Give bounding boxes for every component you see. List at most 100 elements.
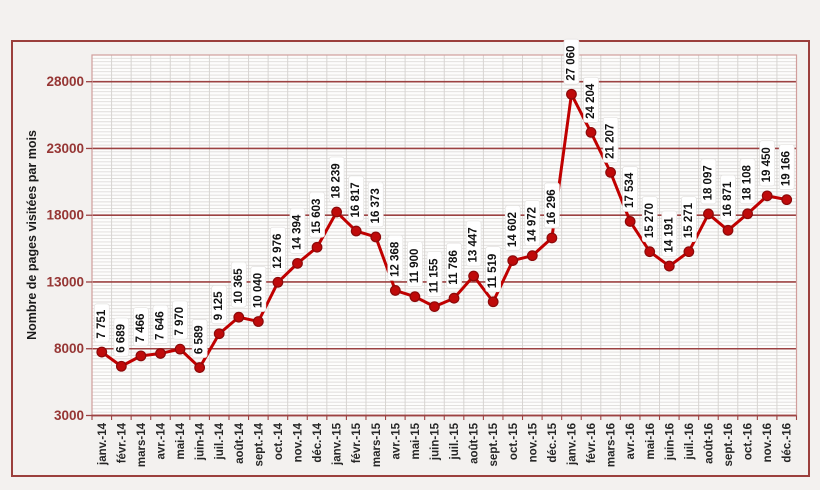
data-label-box xyxy=(387,234,404,281)
data-label-box xyxy=(720,174,736,221)
data-label: 12 368 xyxy=(389,241,401,277)
data-point xyxy=(252,316,264,327)
x-tick-label: sept.-15 xyxy=(488,422,500,466)
data-label: 16 296 xyxy=(546,189,558,224)
x-tick-label: déc.-16 xyxy=(782,423,794,463)
x-tick-label: mars-15 xyxy=(371,422,383,467)
data-label-box xyxy=(172,300,188,340)
data-label-box xyxy=(504,205,521,251)
data-point xyxy=(174,343,186,355)
data-label: 15 271 xyxy=(683,202,695,238)
data-label: 10 040 xyxy=(252,273,264,308)
data-point xyxy=(585,126,597,138)
x-tick-label: sept.-14 xyxy=(253,422,265,466)
x-tick-label: juil.-15 xyxy=(449,422,461,460)
data-label: 11 786 xyxy=(448,250,460,285)
data-point xyxy=(389,285,401,296)
data-label: 16 871 xyxy=(722,181,734,217)
data-label-box xyxy=(191,319,208,358)
data-label-box xyxy=(270,226,286,273)
data-point xyxy=(663,260,675,272)
data-label-box xyxy=(289,207,306,254)
x-tick-label: juil.-16 xyxy=(684,423,696,460)
data-label-box xyxy=(661,210,678,257)
data-point xyxy=(233,311,245,323)
x-tick-label: nov.-15 xyxy=(527,422,539,462)
data-point xyxy=(546,232,558,244)
data-label: 10 365 xyxy=(233,268,245,304)
data-label-box xyxy=(465,220,482,267)
data-label-box xyxy=(681,196,697,243)
y-tick-label: 23000 xyxy=(46,141,84,156)
x-tick-label: août-14 xyxy=(234,422,246,464)
data-point xyxy=(722,224,734,236)
data-label-box xyxy=(524,200,541,247)
data-label-box xyxy=(328,156,345,203)
data-label-box xyxy=(211,285,228,325)
data-label: 21 207 xyxy=(605,124,617,159)
x-tick-label: févr.-14 xyxy=(116,422,128,463)
data-point xyxy=(624,216,636,227)
x-tick-label: mars-16 xyxy=(606,423,618,467)
data-label: 14 972 xyxy=(526,207,538,242)
data-label: 9 125 xyxy=(213,291,225,320)
data-label-box xyxy=(641,196,658,243)
x-tick-label: nov.-14 xyxy=(293,422,305,462)
data-point xyxy=(115,360,127,372)
data-label: 15 270 xyxy=(644,203,656,238)
data-label: 15 603 xyxy=(311,199,323,234)
data-point xyxy=(311,241,323,253)
data-label: 11 900 xyxy=(409,249,421,284)
x-tick-label: août-15 xyxy=(469,422,481,464)
x-tick-label: oct.-16 xyxy=(743,423,755,460)
data-label-box xyxy=(602,116,619,163)
x-tick-label: avr.-14 xyxy=(156,422,168,459)
x-tick-label: déc.-14 xyxy=(312,422,324,462)
data-point xyxy=(331,206,343,218)
y-tick-label: 28000 xyxy=(46,74,84,89)
x-tick-label: févr.-16 xyxy=(586,423,598,463)
data-label-box xyxy=(426,251,443,297)
data-label: 12 976 xyxy=(272,234,284,269)
x-tick-label: févr.-15 xyxy=(351,422,363,463)
data-label: 7 970 xyxy=(174,307,186,336)
x-tick-label: oct.-14 xyxy=(273,422,285,460)
data-label-box xyxy=(367,181,384,228)
x-tick-label: juil.-14 xyxy=(214,422,226,460)
data-point xyxy=(370,231,382,243)
x-tick-label: janv.-15 xyxy=(332,422,344,466)
data-point xyxy=(448,292,460,304)
y-tick-label: 3000 xyxy=(54,408,84,423)
data-point xyxy=(605,167,616,178)
data-label-box xyxy=(446,242,462,289)
data-label-box xyxy=(250,266,267,312)
x-tick-label: sept.-16 xyxy=(723,423,735,466)
data-label-box xyxy=(759,140,775,187)
data-label: 14 191 xyxy=(663,217,675,253)
data-label: 11 519 xyxy=(487,254,499,289)
data-point xyxy=(272,276,284,288)
data-label-box xyxy=(700,158,717,205)
y-axis-title: Nombre de pages visitées par mois xyxy=(25,130,39,340)
data-label: 6 689 xyxy=(115,324,127,353)
x-tick-label: oct.-15 xyxy=(508,422,520,460)
data-label: 11 155 xyxy=(428,258,440,293)
x-tick-label: juin-16 xyxy=(664,423,676,461)
data-label: 6 589 xyxy=(194,325,206,354)
data-label-box xyxy=(622,165,639,212)
data-label-box xyxy=(93,303,110,343)
data-label-box xyxy=(485,246,502,293)
data-point xyxy=(703,208,714,220)
data-label-box xyxy=(739,158,756,205)
data-label: 24 204 xyxy=(585,83,597,119)
data-point xyxy=(487,296,499,308)
chart-border xyxy=(11,40,810,477)
data-point xyxy=(409,291,421,303)
data-label: 19 166 xyxy=(781,151,793,186)
x-tick-label: juin-14 xyxy=(195,422,207,461)
data-label: 13 447 xyxy=(468,227,480,262)
y-tick-label: 13000 xyxy=(46,274,84,289)
data-point xyxy=(468,270,480,282)
